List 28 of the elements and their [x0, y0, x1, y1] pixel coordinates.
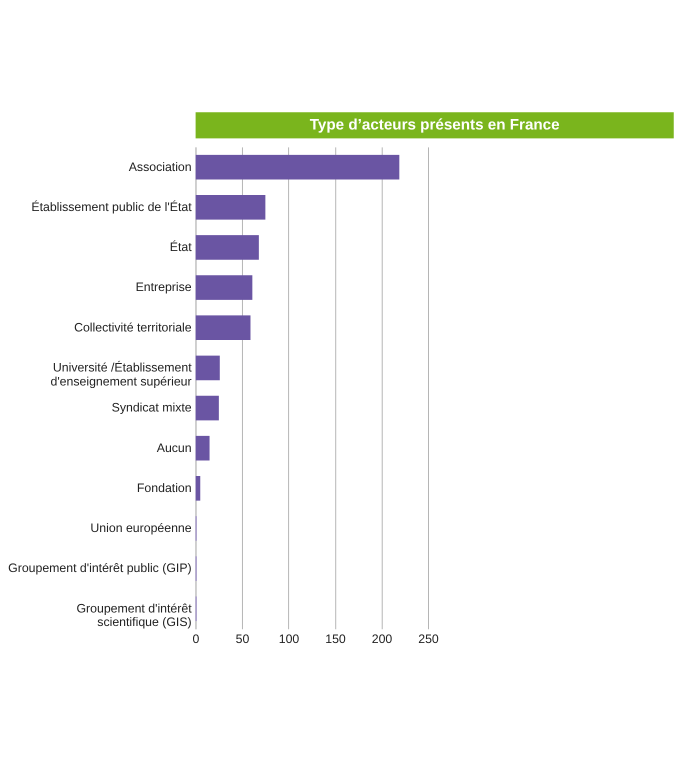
- bar: [196, 356, 220, 380]
- chart-title: Type d’acteurs présents en France: [310, 116, 560, 134]
- bar: [196, 194, 266, 220]
- x-tick-label: 200: [372, 632, 392, 646]
- y-tick-label: Syndicat mixte: [112, 400, 192, 415]
- y-tick-label: État: [170, 240, 192, 254]
- y-tick-label: Entreprise: [136, 280, 192, 294]
- y-tick-label: Association: [128, 160, 192, 174]
- bar: [196, 275, 252, 300]
- y-tick-label: Établissement public de l'État: [31, 200, 192, 214]
- x-tick-label: 150: [325, 632, 346, 646]
- bar: [196, 436, 210, 460]
- x-tick-label: 0: [192, 632, 200, 646]
- bar: [196, 476, 200, 501]
- y-tick-label: Fondation: [136, 480, 192, 495]
- bar: [196, 154, 400, 180]
- y-tick-label: Aucun: [156, 440, 192, 455]
- x-tick-label: 50: [236, 632, 250, 646]
- y-tick-label: Université /Établissement d'enseignement supérieur: [50, 360, 192, 388]
- bar: [196, 396, 219, 420]
- x-tick-label: 250: [418, 632, 439, 646]
- y-tick-label: Union européenne: [90, 521, 192, 536]
- y-tick-label: Groupement d'intérêt scientifique (GIS): [76, 601, 192, 630]
- x-tick-label: 100: [278, 632, 300, 646]
- y-tick-label: Groupement d'intérêt public (GIP): [8, 561, 192, 576]
- bar: [196, 315, 250, 340]
- bar: [196, 235, 259, 260]
- y-tick-label: Collectivité territoriale: [74, 320, 192, 334]
